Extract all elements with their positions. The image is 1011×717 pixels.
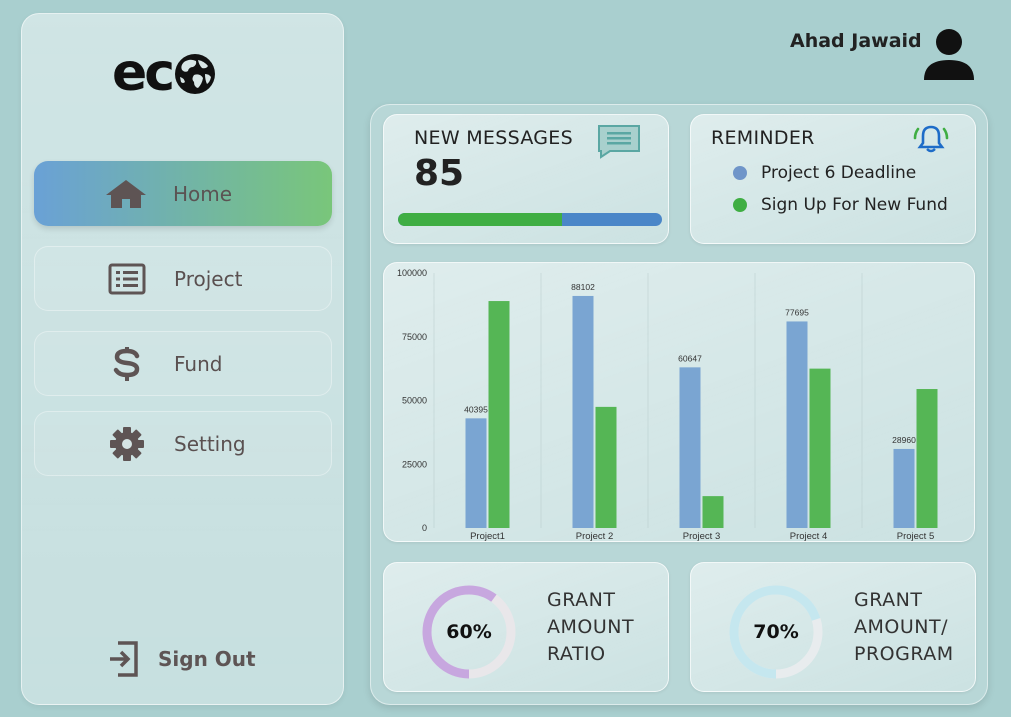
reminder-dot xyxy=(733,166,747,180)
donut-arc xyxy=(422,585,516,679)
chat-icon xyxy=(598,125,640,159)
y-tick-label: 25000 xyxy=(402,459,427,469)
x-tick-label: Project 4 xyxy=(790,531,828,542)
x-tick-label: Project1 xyxy=(470,531,505,542)
sidebar-item-home[interactable]: Home xyxy=(34,161,332,226)
reminder-card[interactable]: REMINDER Project 6 Deadline Sign Up For … xyxy=(690,114,976,244)
sign-out-icon xyxy=(110,641,138,677)
bar xyxy=(786,321,808,528)
y-tick-label: 50000 xyxy=(402,396,427,406)
sidebar-item-project[interactable]: Project xyxy=(34,246,332,311)
logo: ec xyxy=(112,43,242,103)
gear-icon xyxy=(105,426,149,462)
bar xyxy=(679,367,701,528)
y-tick-label: 100000 xyxy=(397,268,427,278)
x-tick-label: Project 5 xyxy=(897,531,935,542)
card-title: NEW MESSAGES xyxy=(414,127,573,149)
projects-chart-card: 0 25000 50000 75000 100000 40395 Project1 88102… xyxy=(383,262,975,542)
reminder-item[interactable]: Sign Up For New Fund xyxy=(733,195,948,215)
sidebar-item-label: Setting xyxy=(174,431,246,456)
card-title: REMINDER xyxy=(711,127,815,149)
data-label: 77695 xyxy=(785,307,809,317)
dollar-icon xyxy=(105,346,149,382)
sidebar: ec Home Project Fund xyxy=(21,13,344,705)
x-tick-label: Project 2 xyxy=(576,531,614,542)
message-count: 85 xyxy=(414,153,465,194)
sidebar-item-label: Fund xyxy=(174,351,223,376)
sidebar-item-label: Home xyxy=(173,181,233,206)
donut-arc xyxy=(729,585,823,679)
bar xyxy=(916,389,938,528)
bar xyxy=(488,301,510,528)
home-icon xyxy=(104,176,148,212)
grant-program-donut: 70% xyxy=(727,583,825,681)
y-tick-label: 75000 xyxy=(402,332,427,342)
reminder-dot xyxy=(733,198,747,212)
sign-out-button[interactable]: Sign Out xyxy=(108,641,256,677)
sign-out-label: Sign Out xyxy=(158,647,256,671)
bar xyxy=(465,418,487,528)
donut-percent: 70% xyxy=(753,621,799,643)
donut-chart xyxy=(422,585,516,679)
globe-icon xyxy=(175,54,216,94)
donut-chart xyxy=(729,585,823,679)
new-messages-card[interactable]: NEW MESSAGES 85 xyxy=(383,114,669,244)
data-label: 88102 xyxy=(571,282,595,292)
projects-bar-chart: 0 25000 50000 75000 100000 40395 Project1 88102… xyxy=(397,268,938,542)
grant-ratio-donut: 60% xyxy=(420,583,518,681)
x-tick-label: Project 3 xyxy=(683,531,721,542)
y-tick-label: 0 xyxy=(422,523,427,533)
sidebar-item-fund[interactable]: Fund xyxy=(34,331,332,396)
list-icon xyxy=(105,261,149,297)
bar xyxy=(702,496,724,528)
messages-progress-bar xyxy=(398,213,662,226)
progress-fill xyxy=(398,213,562,226)
sidebar-item-label: Project xyxy=(174,266,243,291)
user-icon[interactable] xyxy=(921,26,977,82)
data-label: 60647 xyxy=(678,353,702,363)
bar xyxy=(595,406,617,528)
bar xyxy=(572,295,594,528)
reminder-text: Sign Up For New Fund xyxy=(761,195,948,215)
logo-text: ec xyxy=(112,43,175,103)
reminder-item[interactable]: Project 6 Deadline xyxy=(733,163,916,183)
grant-label: GRANT AMOUNT RATIO xyxy=(547,589,635,665)
sidebar-item-setting[interactable]: Setting xyxy=(34,411,332,476)
user-name: Ahad Jawaid xyxy=(790,30,922,52)
bell-icon[interactable] xyxy=(913,123,949,153)
data-label: 40395 xyxy=(464,404,488,414)
grant-amount-program-card[interactable]: 70% GRANT AMOUNT/ PROGRAM xyxy=(690,562,976,692)
grant-amount-ratio-card[interactable]: 60% GRANT AMOUNT RATIO xyxy=(383,562,669,692)
bar xyxy=(809,368,831,528)
data-label: 28960 xyxy=(892,435,916,445)
donut-percent: 60% xyxy=(446,621,492,643)
bar xyxy=(893,448,915,528)
grant-label: GRANT AMOUNT/ PROGRAM xyxy=(854,589,954,665)
reminder-text: Project 6 Deadline xyxy=(761,163,917,183)
